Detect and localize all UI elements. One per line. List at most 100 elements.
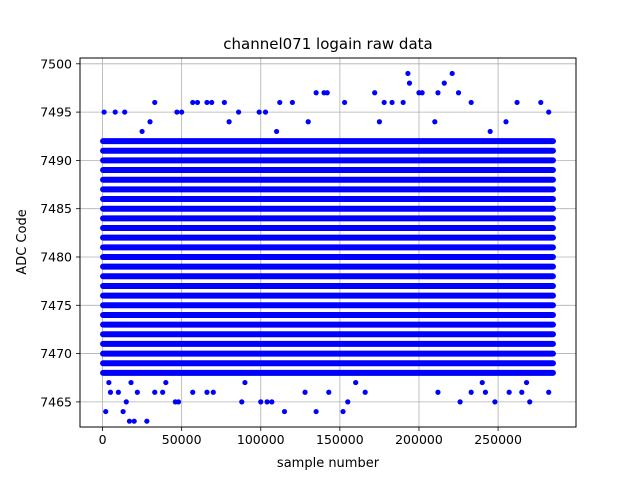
- data-band-level-7476: [100, 292, 556, 299]
- data-point: [376, 119, 383, 125]
- x-tick-label: 250000: [474, 432, 522, 447]
- data-band-level-7487: [100, 186, 556, 193]
- data-point: [468, 389, 474, 395]
- data-point: [324, 90, 330, 96]
- y-axis-label: ADC Code: [15, 209, 30, 274]
- data-point: [239, 399, 245, 405]
- data-point: [264, 399, 270, 405]
- data-point: [131, 418, 137, 424]
- data-point: [527, 399, 533, 405]
- axis-ticks: 0 50000 100000 150000 200000 250000 7465 7470 74…: [40, 56, 522, 447]
- data-point: [340, 408, 346, 415]
- data-point: [190, 389, 196, 395]
- data-point: [362, 389, 368, 395]
- data-point: [389, 99, 395, 106]
- y-tick-label: 7480: [40, 249, 72, 264]
- data-point: [432, 119, 438, 125]
- data-point: [175, 399, 182, 405]
- data-point: [546, 389, 552, 395]
- data-point: [519, 389, 525, 395]
- x-tick-label: 100000: [237, 432, 285, 447]
- data-point: [179, 109, 185, 115]
- data-point: [406, 80, 413, 86]
- data-band-level-7482: [100, 234, 556, 241]
- data-points: [101, 70, 552, 424]
- data-point: [326, 389, 332, 395]
- data-band-level-7477: [100, 282, 556, 289]
- data-band-level-7470: [100, 350, 556, 357]
- data-band-level-7489: [100, 167, 556, 174]
- data-point: [381, 99, 387, 106]
- data-band-level-7490: [100, 157, 556, 164]
- y-tick-label: 7490: [40, 153, 72, 168]
- data-point: [210, 389, 216, 395]
- x-tick-label: 0: [99, 432, 107, 447]
- data-point: [269, 399, 275, 405]
- data-band-level-7471: [100, 340, 556, 347]
- data-band-level-7486: [100, 196, 556, 203]
- data-point: [435, 389, 441, 395]
- y-tick-label: 7500: [40, 56, 72, 71]
- data-point: [492, 399, 498, 405]
- data-point: [103, 408, 109, 415]
- data-point: [106, 379, 112, 386]
- data-point: [523, 379, 530, 386]
- data-point: [147, 119, 153, 125]
- data-band-level-7491: [100, 147, 556, 154]
- data-point: [134, 389, 140, 395]
- data-band-level-7480: [100, 253, 556, 260]
- data-point: [441, 80, 447, 86]
- x-tick-label: 200000: [395, 432, 443, 447]
- data-point: [487, 128, 493, 135]
- data-point: [538, 99, 544, 106]
- data-point: [115, 389, 121, 395]
- y-tick-label: 7470: [40, 346, 72, 361]
- data-point: [209, 99, 215, 106]
- data-point: [101, 109, 107, 115]
- data-point: [226, 119, 232, 125]
- data-band-level-7473: [100, 321, 556, 328]
- x-tick-label: 150000: [316, 432, 364, 447]
- data-point: [204, 389, 210, 395]
- data-point: [122, 109, 128, 115]
- data-point: [152, 389, 158, 395]
- data-point: [305, 119, 311, 125]
- data-point: [468, 99, 474, 106]
- data-point: [372, 90, 378, 96]
- data-point: [419, 90, 425, 96]
- data-point: [353, 379, 359, 386]
- data-band-level-7481: [100, 244, 556, 251]
- data-point: [281, 408, 288, 415]
- data-point: [546, 109, 552, 115]
- data-point: [435, 90, 441, 96]
- y-tick-label: 7465: [40, 394, 72, 409]
- data-point: [194, 99, 201, 106]
- data-point: [302, 389, 308, 395]
- x-axis-label: sample number: [277, 456, 380, 471]
- data-point: [479, 379, 485, 386]
- data-point: [139, 128, 145, 135]
- plot-frame: [79, 57, 577, 428]
- data-band-level-7469: [100, 360, 556, 367]
- data-point: [107, 389, 114, 395]
- data-point: [242, 379, 248, 386]
- y-tick-label: 7485: [40, 201, 72, 216]
- data-point: [128, 379, 134, 386]
- data-band-level-7483: [100, 225, 556, 232]
- data-point: [400, 99, 406, 106]
- y-tick-label: 7475: [40, 298, 72, 313]
- data-band-level-7485: [100, 205, 556, 212]
- data-point: [262, 109, 269, 115]
- data-band-level-7488: [100, 176, 556, 183]
- data-point: [258, 399, 264, 405]
- data-band-level-7475: [100, 302, 556, 309]
- data-point: [236, 109, 242, 115]
- data-point: [120, 408, 126, 415]
- data-band-level-7472: [100, 331, 556, 338]
- data-point: [514, 99, 520, 106]
- dense-data-bands: [100, 138, 556, 376]
- data-point: [342, 99, 348, 106]
- chart-title: channel071 logain raw data: [223, 35, 432, 53]
